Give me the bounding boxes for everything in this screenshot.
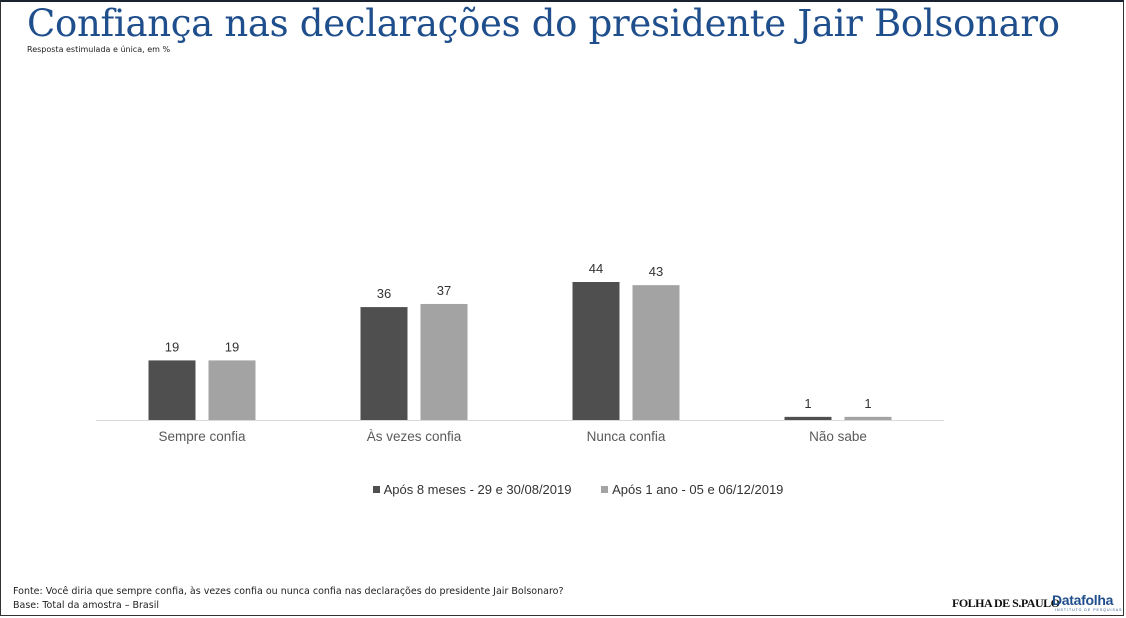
footer-source: Fonte: Você diria que sempre confia, às … bbox=[13, 586, 564, 597]
data-label-1-1: 19 bbox=[165, 339, 179, 354]
footer-base: Base: Total da amostra – Brasil bbox=[13, 600, 159, 611]
legend-swatch-series-1 bbox=[372, 486, 380, 493]
category-label-2: Às vezes confia bbox=[367, 429, 462, 444]
bar-1-1 bbox=[148, 360, 196, 420]
data-label-1-3: 44 bbox=[589, 261, 603, 276]
bar-1-4 bbox=[784, 416, 832, 420]
data-label-2-2: 37 bbox=[437, 283, 451, 298]
category-label-1: Sempre confia bbox=[158, 429, 246, 444]
legend-label-series-2: Após 1 ano - 05 e 06/12/2019 bbox=[612, 482, 784, 497]
data-label-1-4: 1 bbox=[804, 396, 811, 411]
category-label-3: Nunca confia bbox=[587, 429, 666, 444]
category-label-4: Não sabe bbox=[809, 429, 867, 444]
chart-title: Confiança nas declarações do presidente … bbox=[27, 2, 1060, 45]
datafolha-logo: Datafolha bbox=[1052, 592, 1114, 608]
bar-2-1 bbox=[208, 360, 256, 420]
data-label-2-4: 1 bbox=[864, 396, 871, 411]
legend-label-series-1: Após 8 meses - 29 e 30/08/2019 bbox=[383, 482, 572, 497]
bar-2-3 bbox=[632, 285, 680, 420]
legend: Após 8 meses - 29 e 30/08/2019 Após 1 an… bbox=[0, 482, 1126, 497]
footer: Fonte: Você diria que sempre confia, às … bbox=[13, 585, 564, 613]
legend-swatch-series-2 bbox=[601, 486, 609, 493]
datafolha-logo-subtitle: INSTITUTO DE PESQUISAS bbox=[1055, 608, 1123, 612]
legend-item-series-2: Após 1 ano - 05 e 06/12/2019 bbox=[601, 482, 783, 497]
data-labels-group: 19 19 36 37 44 43 1 1 bbox=[165, 261, 872, 411]
bar-1-2 bbox=[360, 307, 408, 420]
data-label-1-2: 36 bbox=[377, 286, 391, 301]
bars-group bbox=[148, 282, 892, 420]
category-labels-group: Sempre confia Às vezes confia Nunca confia… bbox=[158, 429, 866, 444]
bar-1-3 bbox=[572, 282, 620, 420]
folha-logo: FOLHA DE S.PAULO bbox=[952, 596, 1060, 610]
data-label-2-3: 43 bbox=[649, 264, 663, 279]
bar-2-4 bbox=[844, 416, 892, 420]
data-label-2-1: 19 bbox=[225, 339, 239, 354]
legend-item-series-1: Após 8 meses - 29 e 30/08/2019 bbox=[372, 482, 572, 497]
chart-subtitle: Resposta estimulada e única, em % bbox=[27, 45, 171, 54]
bar-2-2 bbox=[420, 303, 468, 420]
